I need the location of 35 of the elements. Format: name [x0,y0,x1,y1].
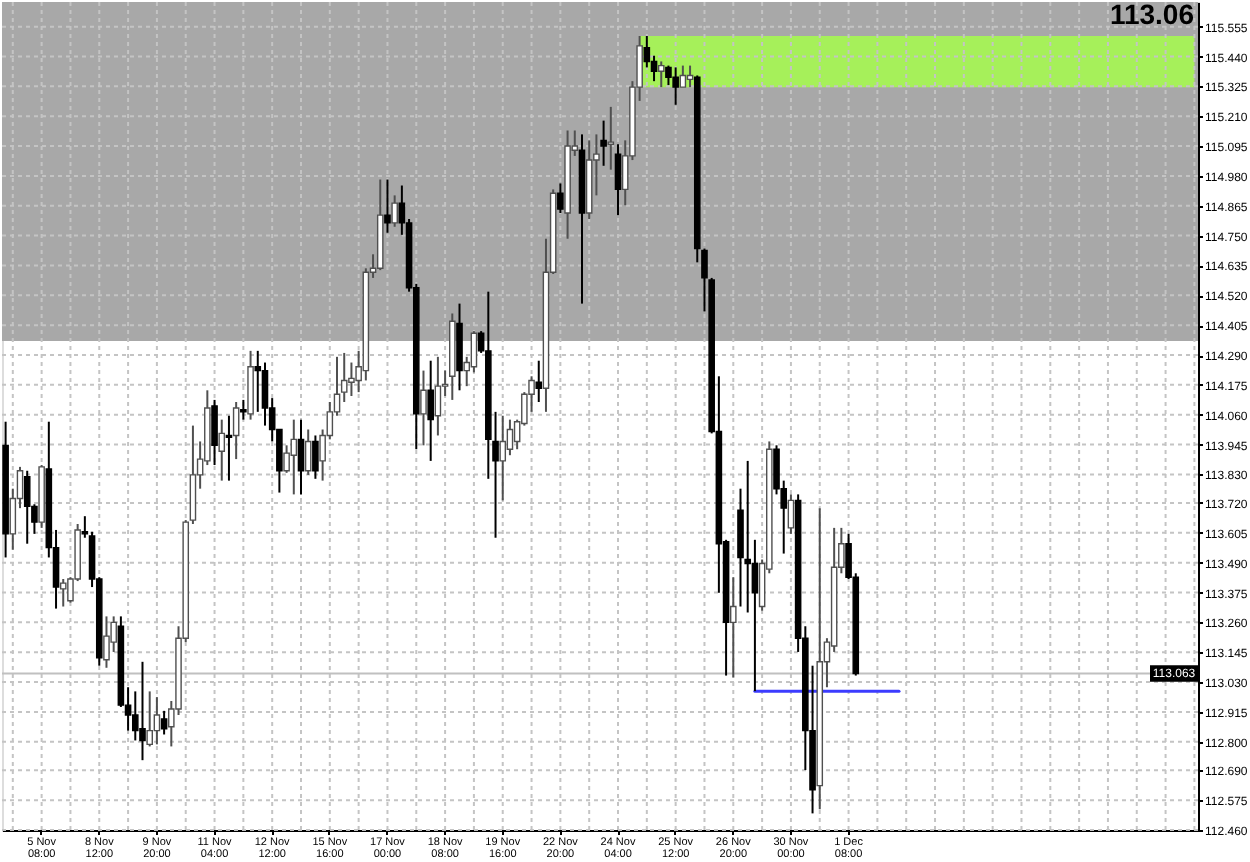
candlestick [160,709,168,736]
candlestick [23,469,31,545]
candlestick [686,64,694,89]
candlestick [290,418,298,496]
candlestick [420,369,427,447]
candlestick [787,493,795,535]
candlestick [247,349,254,421]
candlestick [614,143,622,217]
candlestick [679,64,687,89]
candlestick [103,615,110,669]
candlestick [240,398,247,421]
candlestick [434,355,442,437]
candlestick [391,194,398,228]
candlestick [535,359,543,403]
candlestick [218,418,226,482]
candlestick [59,578,67,608]
candlestick [672,66,679,106]
candlestick [304,428,312,476]
candlestick [729,576,737,679]
candlestick [557,182,564,215]
candlestick [225,414,233,482]
annotation: 113.06 [1109,0,1195,30]
candlestick [456,302,463,392]
candlestick [232,400,240,461]
candlestick [153,696,161,746]
candlestick [499,414,507,502]
candlestick [600,119,607,167]
candlestick [657,60,665,89]
candlestick [384,178,391,234]
candlestick [139,660,146,762]
candlestick [607,105,615,171]
candlestick [146,690,153,748]
candlestick [427,359,434,462]
candlestick [211,398,218,467]
candlestick [312,434,319,480]
